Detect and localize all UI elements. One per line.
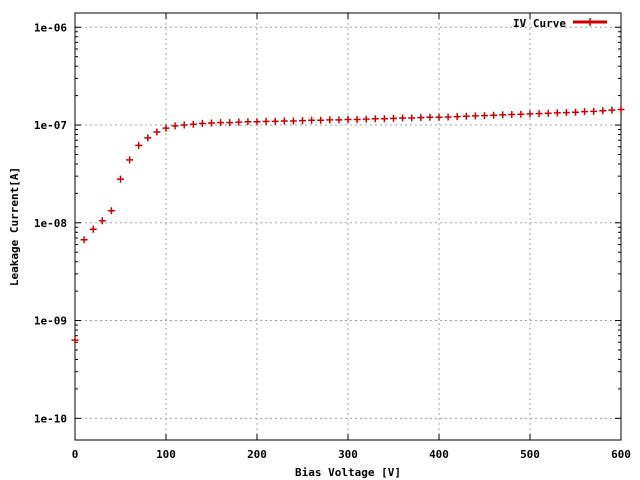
data-point	[417, 114, 425, 122]
data-point	[153, 128, 161, 136]
data-point	[71, 336, 79, 344]
data-point	[107, 207, 115, 215]
data-point	[553, 109, 561, 117]
data-point	[426, 113, 434, 121]
data-point	[444, 113, 452, 121]
data-point	[217, 119, 225, 127]
data-point	[462, 112, 470, 120]
data-point	[599, 107, 607, 115]
data-point	[326, 116, 334, 124]
data-point	[280, 117, 288, 125]
x-tick-label: 600	[611, 448, 631, 461]
data-point	[226, 119, 234, 127]
data-point	[180, 121, 188, 129]
data-point	[572, 108, 579, 116]
data-point	[317, 116, 325, 124]
data-point	[380, 115, 388, 123]
data-point	[581, 108, 589, 116]
y-tick-label: 1e-10	[34, 412, 67, 425]
data-point	[198, 119, 206, 127]
y-tick-label: 1e-09	[34, 315, 67, 328]
data-point	[98, 217, 106, 225]
data-point	[390, 114, 397, 122]
legend-label: IV Curve	[513, 17, 566, 30]
data-point	[235, 118, 243, 126]
y-tick-label: 1e-08	[34, 217, 67, 230]
tick-layer: 0 100 200 300 400 500 600 1e-06 1e-07 1e-08 1e-09 1…	[34, 13, 631, 461]
data-point	[289, 117, 297, 125]
data-point	[353, 115, 361, 123]
x-tick-label: 300	[338, 448, 358, 461]
data-point	[453, 113, 461, 121]
y-tick-label: 1e-06	[34, 21, 67, 34]
data-point	[308, 116, 316, 124]
x-tick-label: 500	[520, 448, 540, 461]
legend: IV Curve	[513, 17, 607, 30]
data-point	[262, 117, 270, 125]
data-point	[362, 115, 370, 123]
data-point	[526, 110, 534, 118]
data-point	[471, 112, 479, 120]
data-point	[544, 109, 552, 117]
data-point	[299, 117, 306, 125]
data-point	[89, 225, 97, 233]
x-tick-label: 200	[247, 448, 267, 461]
x-tick-label: 100	[156, 448, 176, 461]
data-point	[408, 114, 416, 122]
data-point	[399, 114, 407, 122]
data-point	[171, 122, 179, 130]
data-point	[562, 109, 570, 117]
data-point	[335, 116, 343, 124]
x-tick-label: 400	[429, 448, 449, 461]
data-point	[517, 110, 525, 118]
data-point	[608, 106, 616, 114]
data-point	[508, 111, 516, 119]
data-point	[271, 117, 279, 125]
data-point	[535, 110, 543, 118]
y-tick-label: 1e-07	[34, 119, 67, 132]
data-point	[208, 119, 215, 127]
x-axis-label: Bias Voltage [V]	[295, 466, 401, 479]
data-point	[244, 118, 252, 126]
data-point	[481, 112, 488, 120]
data-point	[253, 118, 261, 126]
data-point	[617, 106, 625, 114]
grid-layer	[75, 13, 621, 440]
data-point	[435, 113, 443, 121]
data-point	[135, 141, 143, 149]
y-axis-label: Leakage Current[A]	[8, 167, 21, 286]
data-point	[162, 124, 170, 132]
data-point	[490, 111, 498, 119]
data-point	[590, 107, 598, 115]
data-point	[499, 111, 507, 119]
legend-marker	[586, 18, 594, 26]
plot-frame	[74, 12, 622, 441]
data-point	[344, 115, 352, 123]
data-point	[189, 120, 197, 128]
series-points	[71, 106, 625, 344]
x-tick-label: 0	[72, 448, 79, 461]
data-point	[117, 175, 124, 183]
data-point	[144, 134, 152, 142]
data-point	[80, 236, 88, 244]
data-point	[126, 156, 134, 164]
data-point	[371, 115, 379, 123]
